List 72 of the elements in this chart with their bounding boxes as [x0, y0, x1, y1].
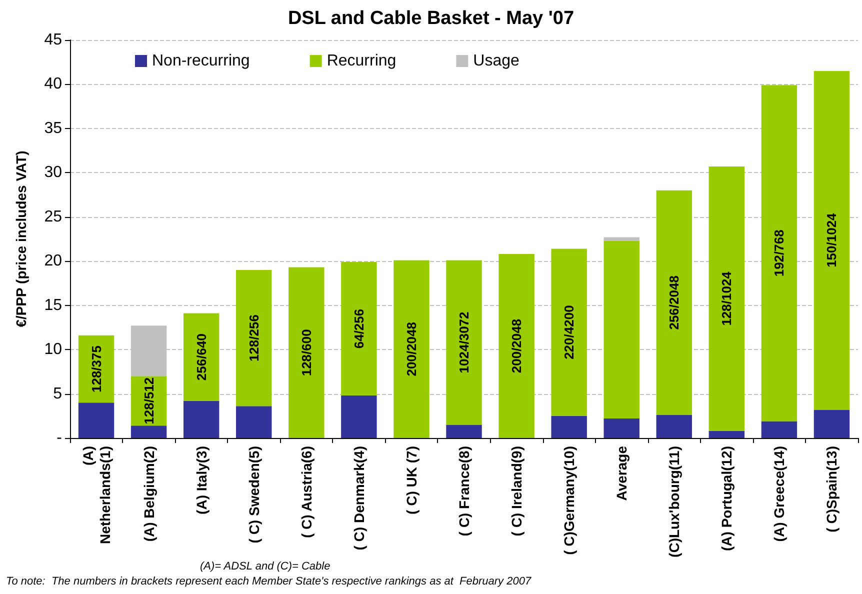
y-tick-label: 15	[44, 296, 62, 314]
y-tick-label: 30	[44, 164, 62, 182]
bar	[814, 410, 850, 438]
bar	[814, 70, 850, 410]
y-tick-label: 25	[44, 208, 62, 226]
text: To note: The numbers in brackets represent each Member State's respective rankings as at February 2007	[6, 576, 532, 588]
bar	[551, 248, 587, 416]
data-label: 150/1024	[824, 212, 840, 268]
bar	[236, 406, 272, 438]
bar	[498, 254, 534, 438]
y-tick-label: -	[56, 430, 62, 446]
y-tick-label: 10	[44, 341, 62, 358]
data-label: 1024/3072	[456, 312, 472, 374]
legend-label: Recurring	[326, 52, 396, 70]
bar	[288, 267, 324, 438]
x-tick-label: (C)Lux'bourg(11)	[666, 446, 682, 558]
data-label: 256/2048	[666, 276, 682, 330]
legend-label: Non-recurring	[152, 52, 250, 70]
bar	[656, 415, 692, 438]
x-tick-label: ( C) Austria(6)	[298, 446, 314, 538]
chart-title: DSL and Cable Basket - May '07	[288, 8, 574, 29]
data-label: 128/600	[298, 329, 314, 376]
data-label: 64/256	[351, 308, 366, 349]
x-tick-label: ( C)Spain(13)	[824, 446, 840, 532]
bar	[446, 424, 482, 438]
data-label: 128/256	[246, 314, 262, 362]
bar	[604, 418, 640, 438]
x-tick-label: ( C) UK (7)	[403, 446, 420, 514]
bar	[604, 240, 640, 419]
x-tick-label: ( C) Ireland(9)	[508, 446, 525, 536]
x-tick-label: ( C) Denmark(4)	[350, 446, 367, 550]
bar	[446, 260, 482, 425]
data-label: 128/1024	[719, 270, 734, 326]
y-tick-label: 5	[53, 385, 62, 402]
bar	[761, 421, 798, 438]
bar	[183, 400, 220, 438]
text: (A)= ADSL and (C)= Cable	[200, 560, 330, 572]
bar	[761, 85, 798, 422]
bar	[708, 430, 745, 438]
data-label: 256/640	[194, 334, 209, 381]
x-tick-label: ( C) France(8)	[456, 446, 472, 536]
data-label: 220/4200	[562, 305, 577, 360]
y-tick-label: 45	[44, 32, 62, 48]
data-label: 192/768	[772, 230, 787, 277]
data-label: 200/2048	[404, 322, 419, 376]
bar	[183, 313, 220, 401]
y-tick-label: 20	[44, 252, 62, 270]
y-axis-title: €/PPP (price includes VAT)	[13, 150, 29, 328]
bar	[604, 237, 640, 241]
bar	[78, 402, 114, 438]
bar	[551, 416, 587, 438]
legend-label: Usage	[473, 52, 520, 70]
x-tick-label: (A) Greece(14)	[771, 446, 788, 542]
x-tick-label: (A) Netherlands(1)	[80, 446, 113, 544]
x-tick-label: Average	[614, 446, 630, 501]
bar	[394, 260, 430, 438]
data-label: 200/2048	[509, 318, 524, 374]
y-tick-label: 40	[44, 76, 62, 93]
bar	[341, 262, 377, 396]
bar	[341, 396, 377, 438]
bar	[130, 426, 167, 438]
bar	[656, 190, 692, 416]
x-tick-label: (A) Belgium(2)	[140, 446, 157, 542]
x-tick-label: ( C)Germany(10)	[561, 446, 578, 555]
bar	[236, 270, 272, 406]
data-label: 128/375	[88, 346, 104, 393]
x-tick-label: ( C) Sweden(5)	[246, 446, 262, 544]
data-label: 128/512	[141, 377, 156, 424]
y-tick-label: 35	[44, 120, 62, 137]
x-tick-label: (A) Portugal(12)	[718, 446, 735, 551]
bar	[708, 166, 745, 431]
x-tick-label: (A) Italy(3)	[193, 446, 210, 514]
